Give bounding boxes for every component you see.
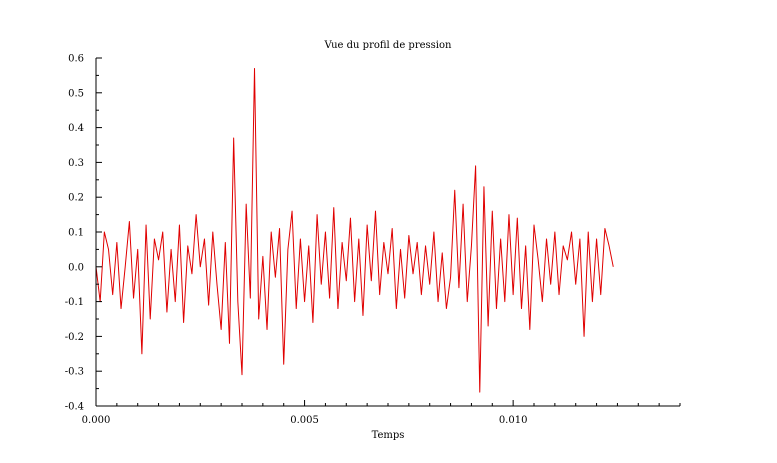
x-axis-ticks: 0.000 0.005 0.010 <box>82 400 681 426</box>
plot-area <box>95 67 614 393</box>
pressure-series-line <box>95 67 614 393</box>
y-tick-label: -0.2 <box>65 332 84 343</box>
y-tick-label: -0.4 <box>65 402 84 413</box>
y-tick-label: -0.3 <box>65 367 84 378</box>
y-tick-label: 0.2 <box>68 193 84 204</box>
y-tick-label: 0.3 <box>68 158 84 169</box>
x-tick-label: 0.000 <box>82 415 111 426</box>
x-axis-label: Temps <box>372 430 405 441</box>
y-tick-label: -0.1 <box>65 297 84 308</box>
y-tick-label: 0.4 <box>68 123 84 134</box>
y-tick-label: 0.5 <box>68 88 84 99</box>
x-tick-label: 0.010 <box>499 415 528 426</box>
chart-title: Vue du profil de pression <box>324 40 452 51</box>
y-tick-label: 0.6 <box>68 54 84 65</box>
y-tick-label: 0.1 <box>68 228 84 239</box>
y-axis-ticks: -0.4 -0.3 -0.2 -0.1 0.0 0.1 0.2 0.3 0.4 0.5 0.6 <box>65 54 102 413</box>
x-tick-label: 0.005 <box>290 415 319 426</box>
y-tick-label: 0.0 <box>68 262 84 273</box>
